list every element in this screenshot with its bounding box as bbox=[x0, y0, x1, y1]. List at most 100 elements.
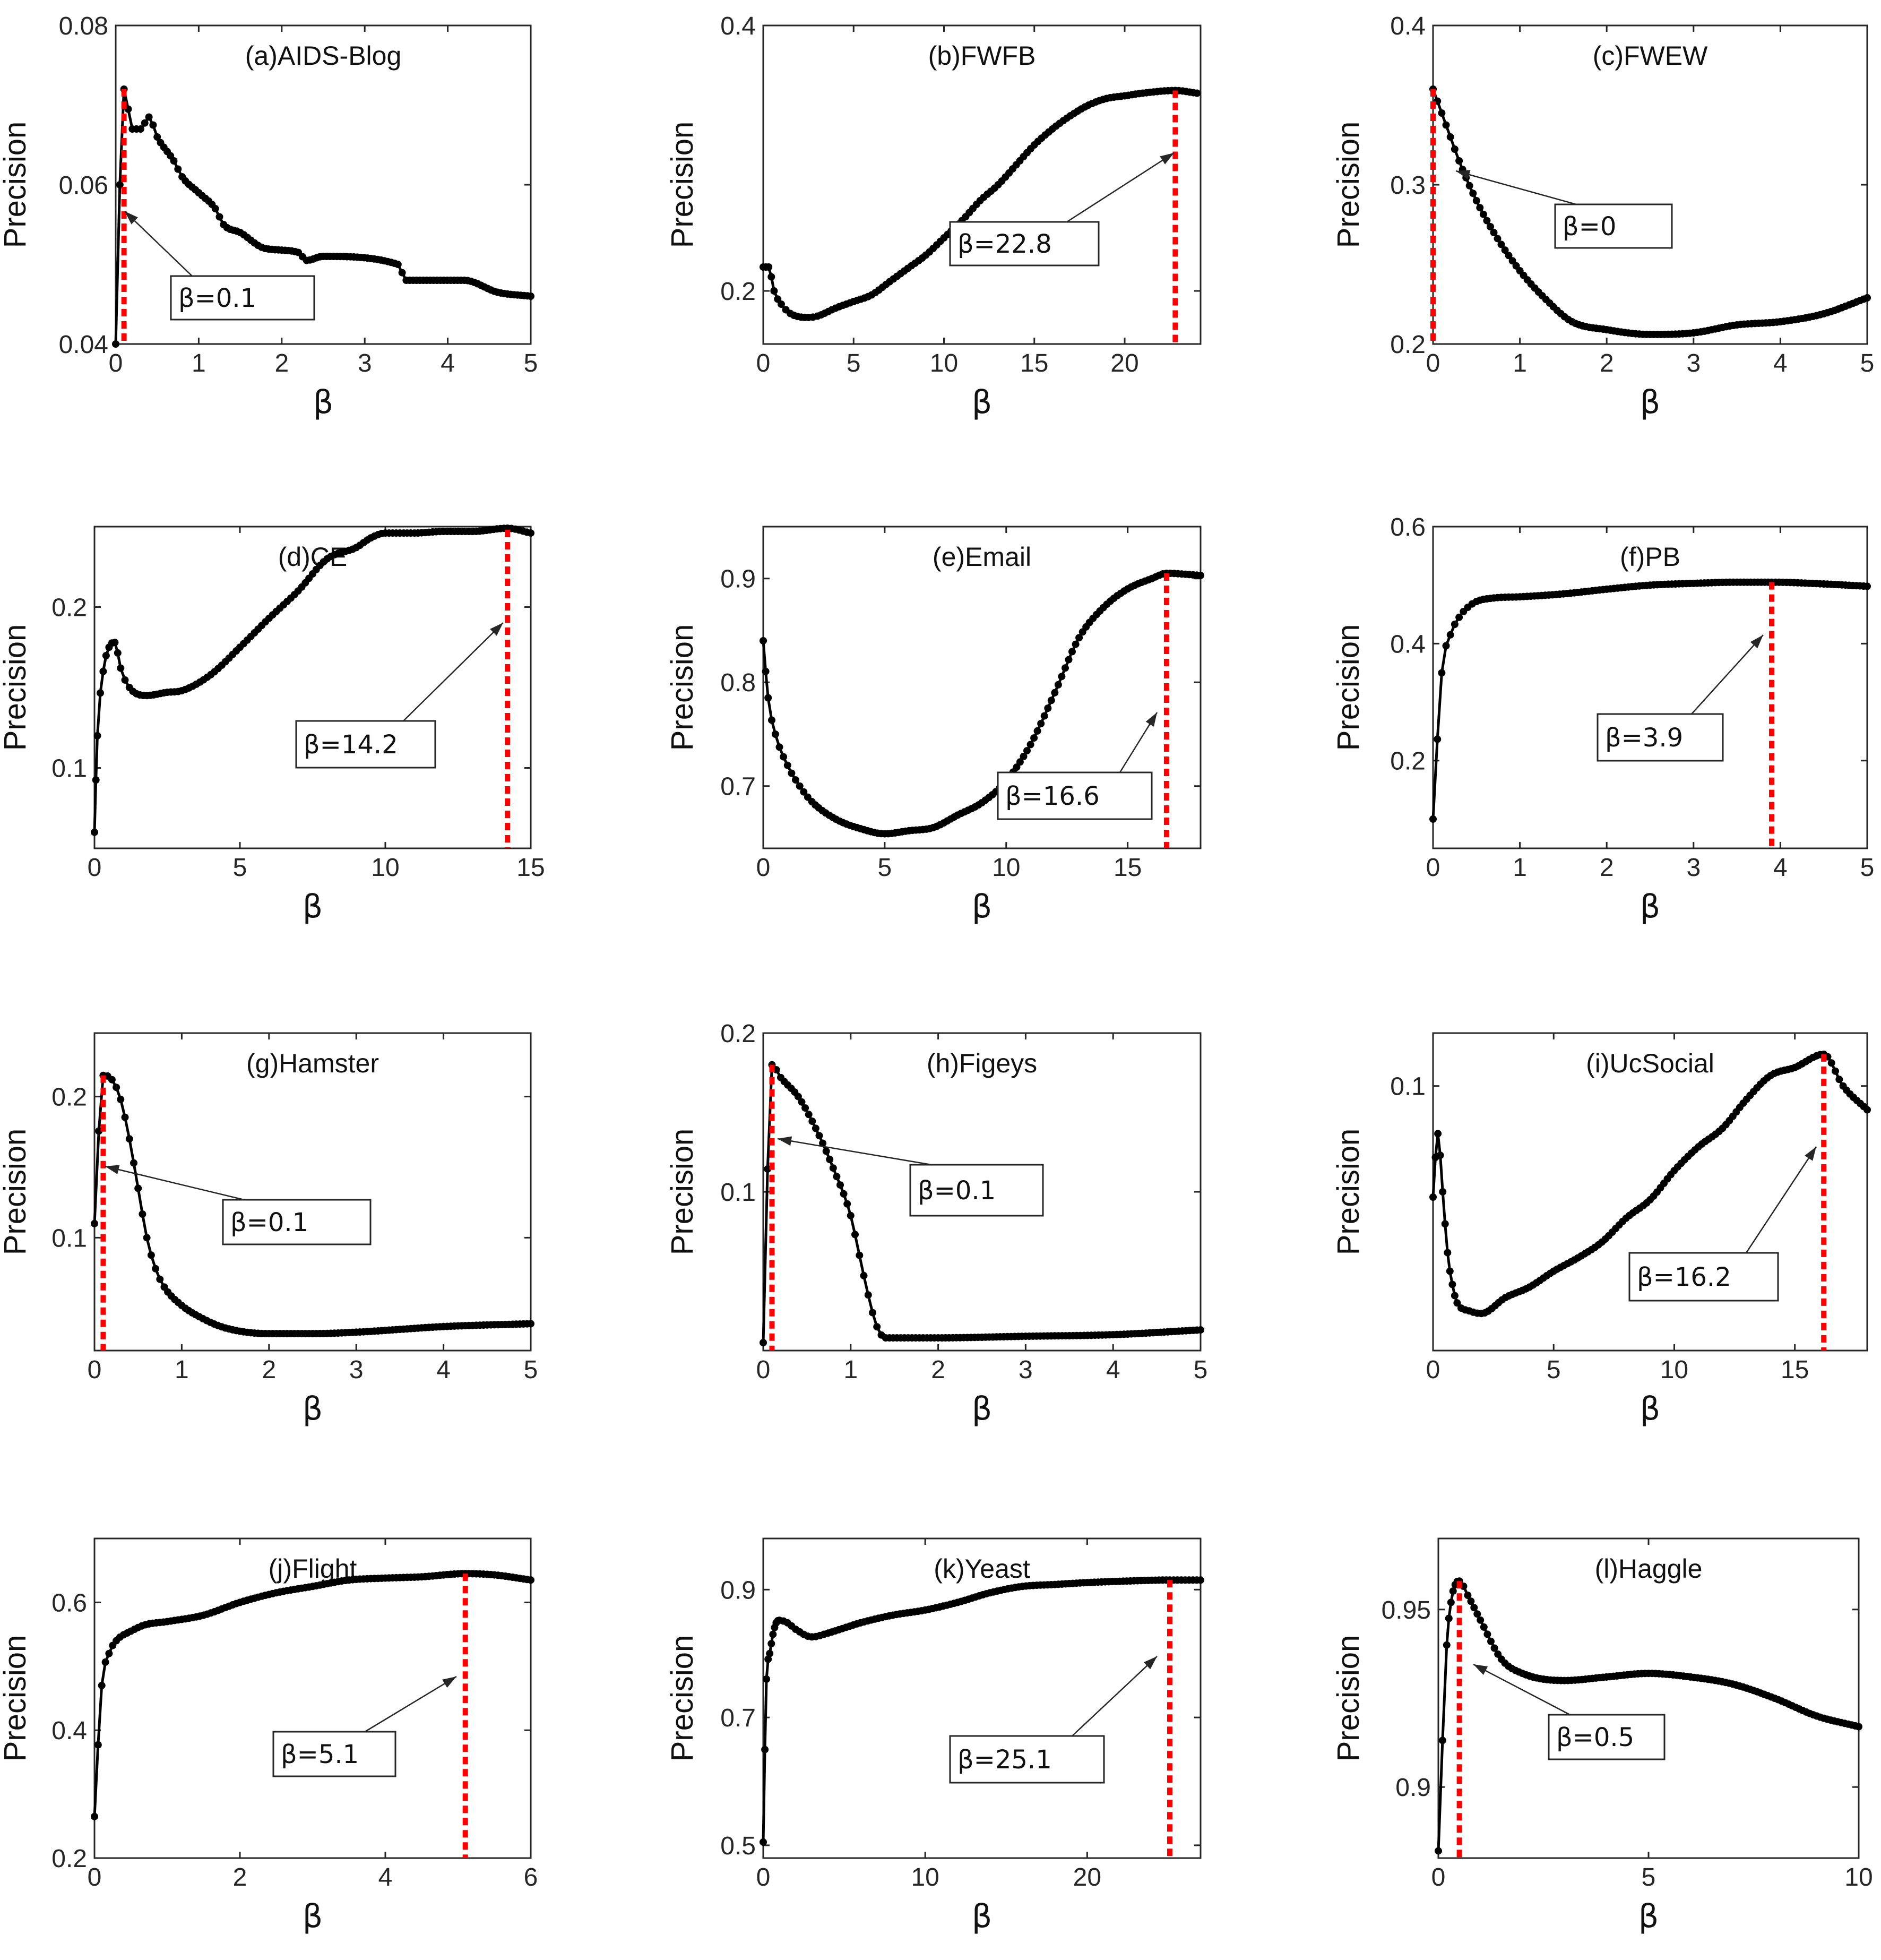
y-tick-label: 0.1 bbox=[1390, 1073, 1426, 1101]
data-point bbox=[156, 1275, 164, 1283]
data-point bbox=[760, 637, 767, 644]
data-point bbox=[1449, 1587, 1457, 1595]
panel-title: (e)Email bbox=[933, 542, 1031, 572]
arrow-head-icon bbox=[1473, 1664, 1488, 1675]
plot-frame bbox=[1437, 1537, 1860, 1859]
annotation-arrow bbox=[1745, 1146, 1817, 1253]
x-tick-label: 0 bbox=[1431, 1863, 1446, 1892]
x-tick-label: 0 bbox=[88, 854, 102, 882]
data-point bbox=[819, 1139, 827, 1147]
x-tick-label: 0 bbox=[88, 1863, 102, 1892]
annotation-arrow bbox=[364, 1675, 457, 1733]
data-point bbox=[1037, 720, 1045, 727]
data-point bbox=[1470, 1604, 1478, 1612]
x-tick-label: 5 bbox=[1860, 349, 1875, 377]
x-tick-label: 0 bbox=[88, 1356, 102, 1384]
data-point bbox=[134, 1184, 142, 1192]
y-axis-label: Precision bbox=[1331, 122, 1366, 248]
data-point bbox=[91, 1812, 98, 1820]
x-tick-label: 5 bbox=[233, 854, 247, 882]
panel-title: (l)Haggle bbox=[1595, 1554, 1703, 1584]
data-point bbox=[760, 1838, 767, 1846]
optimum-annotation-label: β=0.5 bbox=[1556, 1723, 1634, 1752]
data-point bbox=[1476, 204, 1484, 212]
plot-frame bbox=[93, 1032, 532, 1352]
annotation-arrow bbox=[1072, 1656, 1158, 1737]
panel-f: 0 1 2 3 4 5 0.2 0.4 0.6 β Precision (f)PB β=3.9 bbox=[1331, 513, 1874, 925]
data-point bbox=[1480, 1623, 1488, 1631]
data-point bbox=[864, 1291, 872, 1299]
x-tick-label: 1 bbox=[175, 1356, 189, 1384]
data-point bbox=[125, 1135, 133, 1143]
x-tick-label: 15 bbox=[516, 854, 545, 882]
data-point bbox=[794, 1093, 802, 1101]
x-axis-label: β bbox=[1640, 384, 1660, 421]
x-axis-label: β bbox=[303, 1390, 323, 1428]
data-point bbox=[1453, 1299, 1461, 1307]
y-axis-label: Precision bbox=[0, 122, 32, 248]
data-point bbox=[1072, 640, 1080, 648]
annotation-box bbox=[1554, 203, 1673, 249]
data-point bbox=[840, 1190, 848, 1198]
data-point bbox=[778, 300, 785, 308]
optimum-annotation-label: β=0.1 bbox=[918, 1176, 996, 1206]
data-point bbox=[1445, 1614, 1453, 1622]
y-tick-label: 0.95 bbox=[1382, 1596, 1431, 1624]
y-axis-label: Precision bbox=[665, 1635, 700, 1762]
x-tick-label: 5 bbox=[1642, 1863, 1656, 1892]
data-point bbox=[1446, 631, 1454, 639]
data-point bbox=[527, 293, 534, 300]
x-tick-label: 0 bbox=[756, 1356, 771, 1384]
x-tick-label: 5 bbox=[524, 1356, 538, 1384]
data-point bbox=[765, 263, 773, 271]
panel-title: (g)Hamster bbox=[246, 1048, 379, 1078]
y-axis-label: Precision bbox=[0, 624, 32, 751]
data-point bbox=[805, 1111, 813, 1119]
y-tick-label: 0.2 bbox=[51, 594, 87, 622]
annotation-arrow bbox=[1066, 152, 1175, 223]
x-tick-label: 2 bbox=[1600, 854, 1614, 882]
arrow-head-icon bbox=[1750, 635, 1763, 649]
arrow-head-icon bbox=[125, 211, 138, 225]
y-tick-label: 0.04 bbox=[59, 331, 108, 359]
data-point bbox=[1026, 741, 1034, 749]
data-point bbox=[1438, 109, 1446, 117]
y-tick-label: 0.9 bbox=[1395, 1774, 1431, 1802]
data-point bbox=[101, 1658, 109, 1666]
data-point bbox=[1490, 1644, 1498, 1652]
x-tick-label: 4 bbox=[1773, 854, 1788, 882]
data-point bbox=[136, 125, 144, 133]
arrow-head-icon bbox=[442, 1677, 456, 1688]
data-point bbox=[768, 716, 775, 724]
x-tick-label: 4 bbox=[441, 349, 455, 377]
data-point bbox=[1863, 582, 1871, 590]
data-point bbox=[121, 676, 129, 684]
precision-series-line bbox=[1431, 581, 1868, 820]
panel-title: (c)FWEW bbox=[1593, 41, 1708, 71]
data-point bbox=[98, 1681, 106, 1689]
x-tick-label: 3 bbox=[358, 349, 372, 377]
x-tick-label: 10 bbox=[1844, 1863, 1873, 1892]
x-tick-label: 3 bbox=[1686, 349, 1701, 377]
x-tick-label: 5 bbox=[1194, 1356, 1208, 1384]
data-point bbox=[822, 1147, 830, 1155]
data-point bbox=[1442, 642, 1450, 650]
data-point bbox=[1062, 664, 1069, 672]
data-point bbox=[801, 1104, 809, 1112]
x-tick-label: 0 bbox=[756, 1863, 771, 1892]
data-point bbox=[1444, 1249, 1452, 1257]
data-point bbox=[761, 1746, 769, 1753]
data-point bbox=[760, 1339, 767, 1347]
y-axis-label: Precision bbox=[665, 122, 700, 248]
arrow-head-icon bbox=[1143, 1656, 1157, 1670]
annotation-arrow bbox=[777, 1138, 932, 1166]
panel-e: 0 5 10 15 0.7 0.8 0.9 β Precision (e)Email β=16.6 bbox=[665, 526, 1204, 925]
y-tick-label: 0.4 bbox=[720, 12, 756, 40]
x-tick-label: 0 bbox=[756, 854, 771, 882]
data-point bbox=[1429, 1193, 1437, 1201]
data-point bbox=[527, 1576, 534, 1584]
y-tick-label: 0.2 bbox=[720, 278, 756, 306]
data-point bbox=[800, 788, 808, 796]
x-axis-label: β bbox=[1638, 1898, 1659, 1935]
